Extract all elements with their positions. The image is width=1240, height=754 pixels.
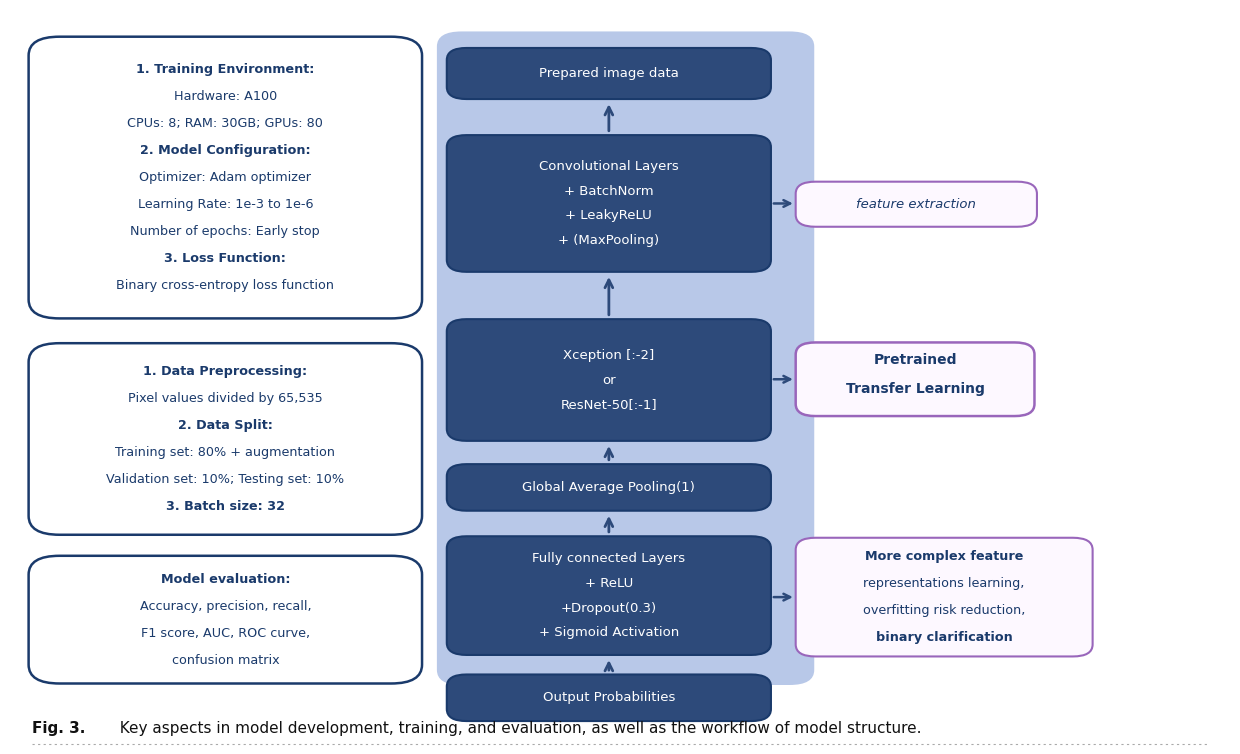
FancyBboxPatch shape (446, 536, 771, 655)
Text: Fully connected Layers: Fully connected Layers (532, 552, 686, 565)
Text: 1. Training Environment:: 1. Training Environment: (136, 63, 315, 76)
Text: 1. Data Preprocessing:: 1. Data Preprocessing: (144, 365, 308, 378)
Text: or: or (603, 373, 616, 387)
Text: Hardware: A100: Hardware: A100 (174, 90, 277, 103)
Text: + BatchNorm: + BatchNorm (564, 185, 653, 198)
FancyBboxPatch shape (446, 675, 771, 721)
Text: Transfer Learning: Transfer Learning (846, 382, 985, 396)
Text: Xception [:-2]: Xception [:-2] (563, 348, 655, 362)
FancyBboxPatch shape (446, 464, 771, 510)
Text: Model evaluation:: Model evaluation: (160, 572, 290, 586)
FancyBboxPatch shape (29, 37, 422, 318)
Text: + ReLU: + ReLU (585, 577, 632, 590)
Text: feature extraction: feature extraction (857, 198, 976, 210)
Text: Pixel values divided by 65,535: Pixel values divided by 65,535 (128, 392, 322, 405)
Text: Accuracy, precision, recall,: Accuracy, precision, recall, (140, 599, 311, 612)
Text: CPUs: 8; RAM: 30GB; GPUs: 80: CPUs: 8; RAM: 30GB; GPUs: 80 (128, 117, 324, 130)
Text: Convolutional Layers: Convolutional Layers (539, 160, 678, 173)
Text: 2. Data Split:: 2. Data Split: (177, 419, 273, 432)
FancyBboxPatch shape (446, 319, 771, 441)
FancyBboxPatch shape (796, 342, 1034, 416)
Text: ResNet-50[:-1]: ResNet-50[:-1] (560, 398, 657, 411)
Text: representations learning,: representations learning, (863, 577, 1024, 590)
FancyBboxPatch shape (436, 32, 815, 685)
Text: Fig. 3.: Fig. 3. (32, 721, 86, 736)
FancyBboxPatch shape (796, 538, 1092, 657)
Text: Pretrained: Pretrained (873, 354, 957, 367)
Text: Training set: 80% + augmentation: Training set: 80% + augmentation (115, 446, 335, 459)
Text: + Sigmoid Activation: + Sigmoid Activation (538, 627, 680, 639)
Text: Prepared image data: Prepared image data (539, 67, 678, 80)
Text: overfitting risk reduction,: overfitting risk reduction, (863, 604, 1025, 617)
Text: 3. Batch size: 32: 3. Batch size: 32 (166, 500, 285, 513)
FancyBboxPatch shape (446, 48, 771, 99)
Text: Global Average Pooling(1): Global Average Pooling(1) (522, 481, 696, 494)
Text: 2. Model Configuration:: 2. Model Configuration: (140, 144, 311, 157)
Text: 3. Loss Function:: 3. Loss Function: (165, 252, 286, 265)
Text: + (MaxPooling): + (MaxPooling) (558, 234, 660, 247)
Text: confusion matrix: confusion matrix (171, 654, 279, 667)
Text: binary clarification: binary clarification (875, 631, 1013, 644)
Text: F1 score, AUC, ROC curve,: F1 score, AUC, ROC curve, (141, 627, 310, 639)
FancyBboxPatch shape (446, 135, 771, 272)
Text: Learning Rate: 1e-3 to 1e-6: Learning Rate: 1e-3 to 1e-6 (138, 198, 312, 211)
Text: Number of epochs: Early stop: Number of epochs: Early stop (130, 225, 320, 238)
Text: More complex feature: More complex feature (866, 550, 1023, 563)
FancyBboxPatch shape (29, 556, 422, 683)
Text: Optimizer: Adam optimizer: Optimizer: Adam optimizer (139, 171, 311, 184)
Text: Binary cross-entropy loss function: Binary cross-entropy loss function (117, 279, 335, 293)
Text: + LeakyReLU: + LeakyReLU (565, 210, 652, 222)
Text: +Dropout(0.3): +Dropout(0.3) (560, 602, 657, 615)
FancyBboxPatch shape (29, 343, 422, 535)
Text: Key aspects in model development, training, and evaluation, as well as the workf: Key aspects in model development, traini… (110, 721, 921, 736)
FancyBboxPatch shape (796, 182, 1037, 227)
Text: Validation set: 10%; Testing set: 10%: Validation set: 10%; Testing set: 10% (107, 473, 345, 486)
Text: Output Probabilities: Output Probabilities (543, 691, 675, 704)
